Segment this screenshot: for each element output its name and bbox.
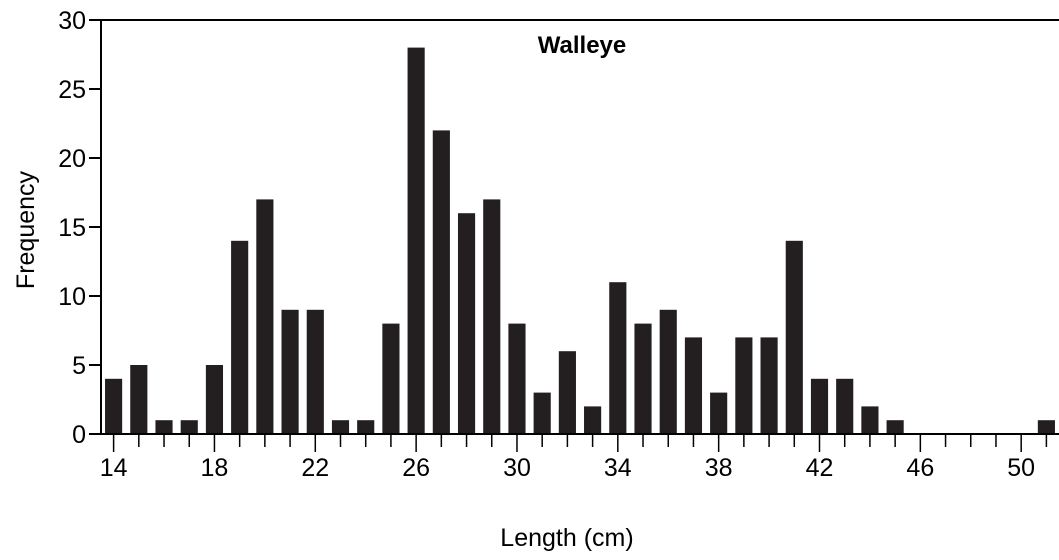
bar	[684, 337, 703, 434]
bar	[457, 213, 476, 434]
bar	[256, 199, 274, 434]
bar	[407, 47, 425, 434]
bar	[584, 406, 602, 434]
bar	[659, 309, 677, 434]
bar	[180, 420, 198, 434]
y-tick-label: 15	[58, 214, 86, 242]
bar	[432, 130, 450, 434]
bar	[760, 337, 778, 434]
chart-title: Walleye	[538, 32, 627, 59]
y-axis-title: Frequency	[12, 170, 40, 289]
x-tick-label: 38	[705, 454, 733, 482]
bar	[155, 420, 173, 434]
y-tick-label: 25	[58, 76, 86, 104]
bars	[105, 47, 1055, 434]
bar	[205, 365, 224, 434]
y-tick-label: 10	[58, 283, 86, 311]
x-ticks: 14 18 22 26 30 34 38 42 46 50	[100, 434, 1048, 482]
x-tick-label: 18	[201, 454, 229, 482]
x-tick-label: 26	[402, 454, 430, 482]
bar	[130, 365, 148, 434]
bar	[886, 420, 904, 434]
bar	[105, 378, 123, 434]
x-tick-label: 42	[806, 454, 834, 482]
bar	[382, 323, 400, 434]
bar	[1037, 420, 1055, 434]
bar	[331, 420, 350, 434]
x-tick-label: 46	[906, 454, 934, 482]
bar	[634, 323, 652, 434]
y-tick-label: 0	[72, 421, 86, 449]
bar	[483, 199, 501, 434]
bar	[861, 406, 879, 434]
x-tick-label: 30	[503, 454, 531, 482]
bar	[836, 378, 854, 434]
bar	[281, 309, 299, 434]
x-tick-label: 22	[301, 454, 329, 482]
y-tick-label: 30	[58, 7, 86, 35]
bar	[735, 337, 753, 434]
x-tick-label: 50	[1007, 454, 1035, 482]
bar	[810, 378, 829, 434]
bar	[533, 392, 551, 434]
x-axis-title: Length (cm)	[500, 524, 633, 552]
bar	[306, 309, 324, 434]
bar	[357, 420, 375, 434]
bar	[710, 392, 728, 434]
x-tick-label: 14	[100, 454, 128, 482]
y-ticks: 0 5 10 15 20 25 30	[58, 7, 101, 449]
y-tick-label: 20	[58, 145, 86, 173]
bar	[558, 351, 576, 434]
bar	[785, 240, 803, 434]
bar	[508, 323, 526, 434]
bar	[609, 282, 627, 434]
y-tick-label: 5	[72, 352, 86, 380]
x-tick-label: 34	[604, 454, 632, 482]
bar	[231, 240, 249, 434]
